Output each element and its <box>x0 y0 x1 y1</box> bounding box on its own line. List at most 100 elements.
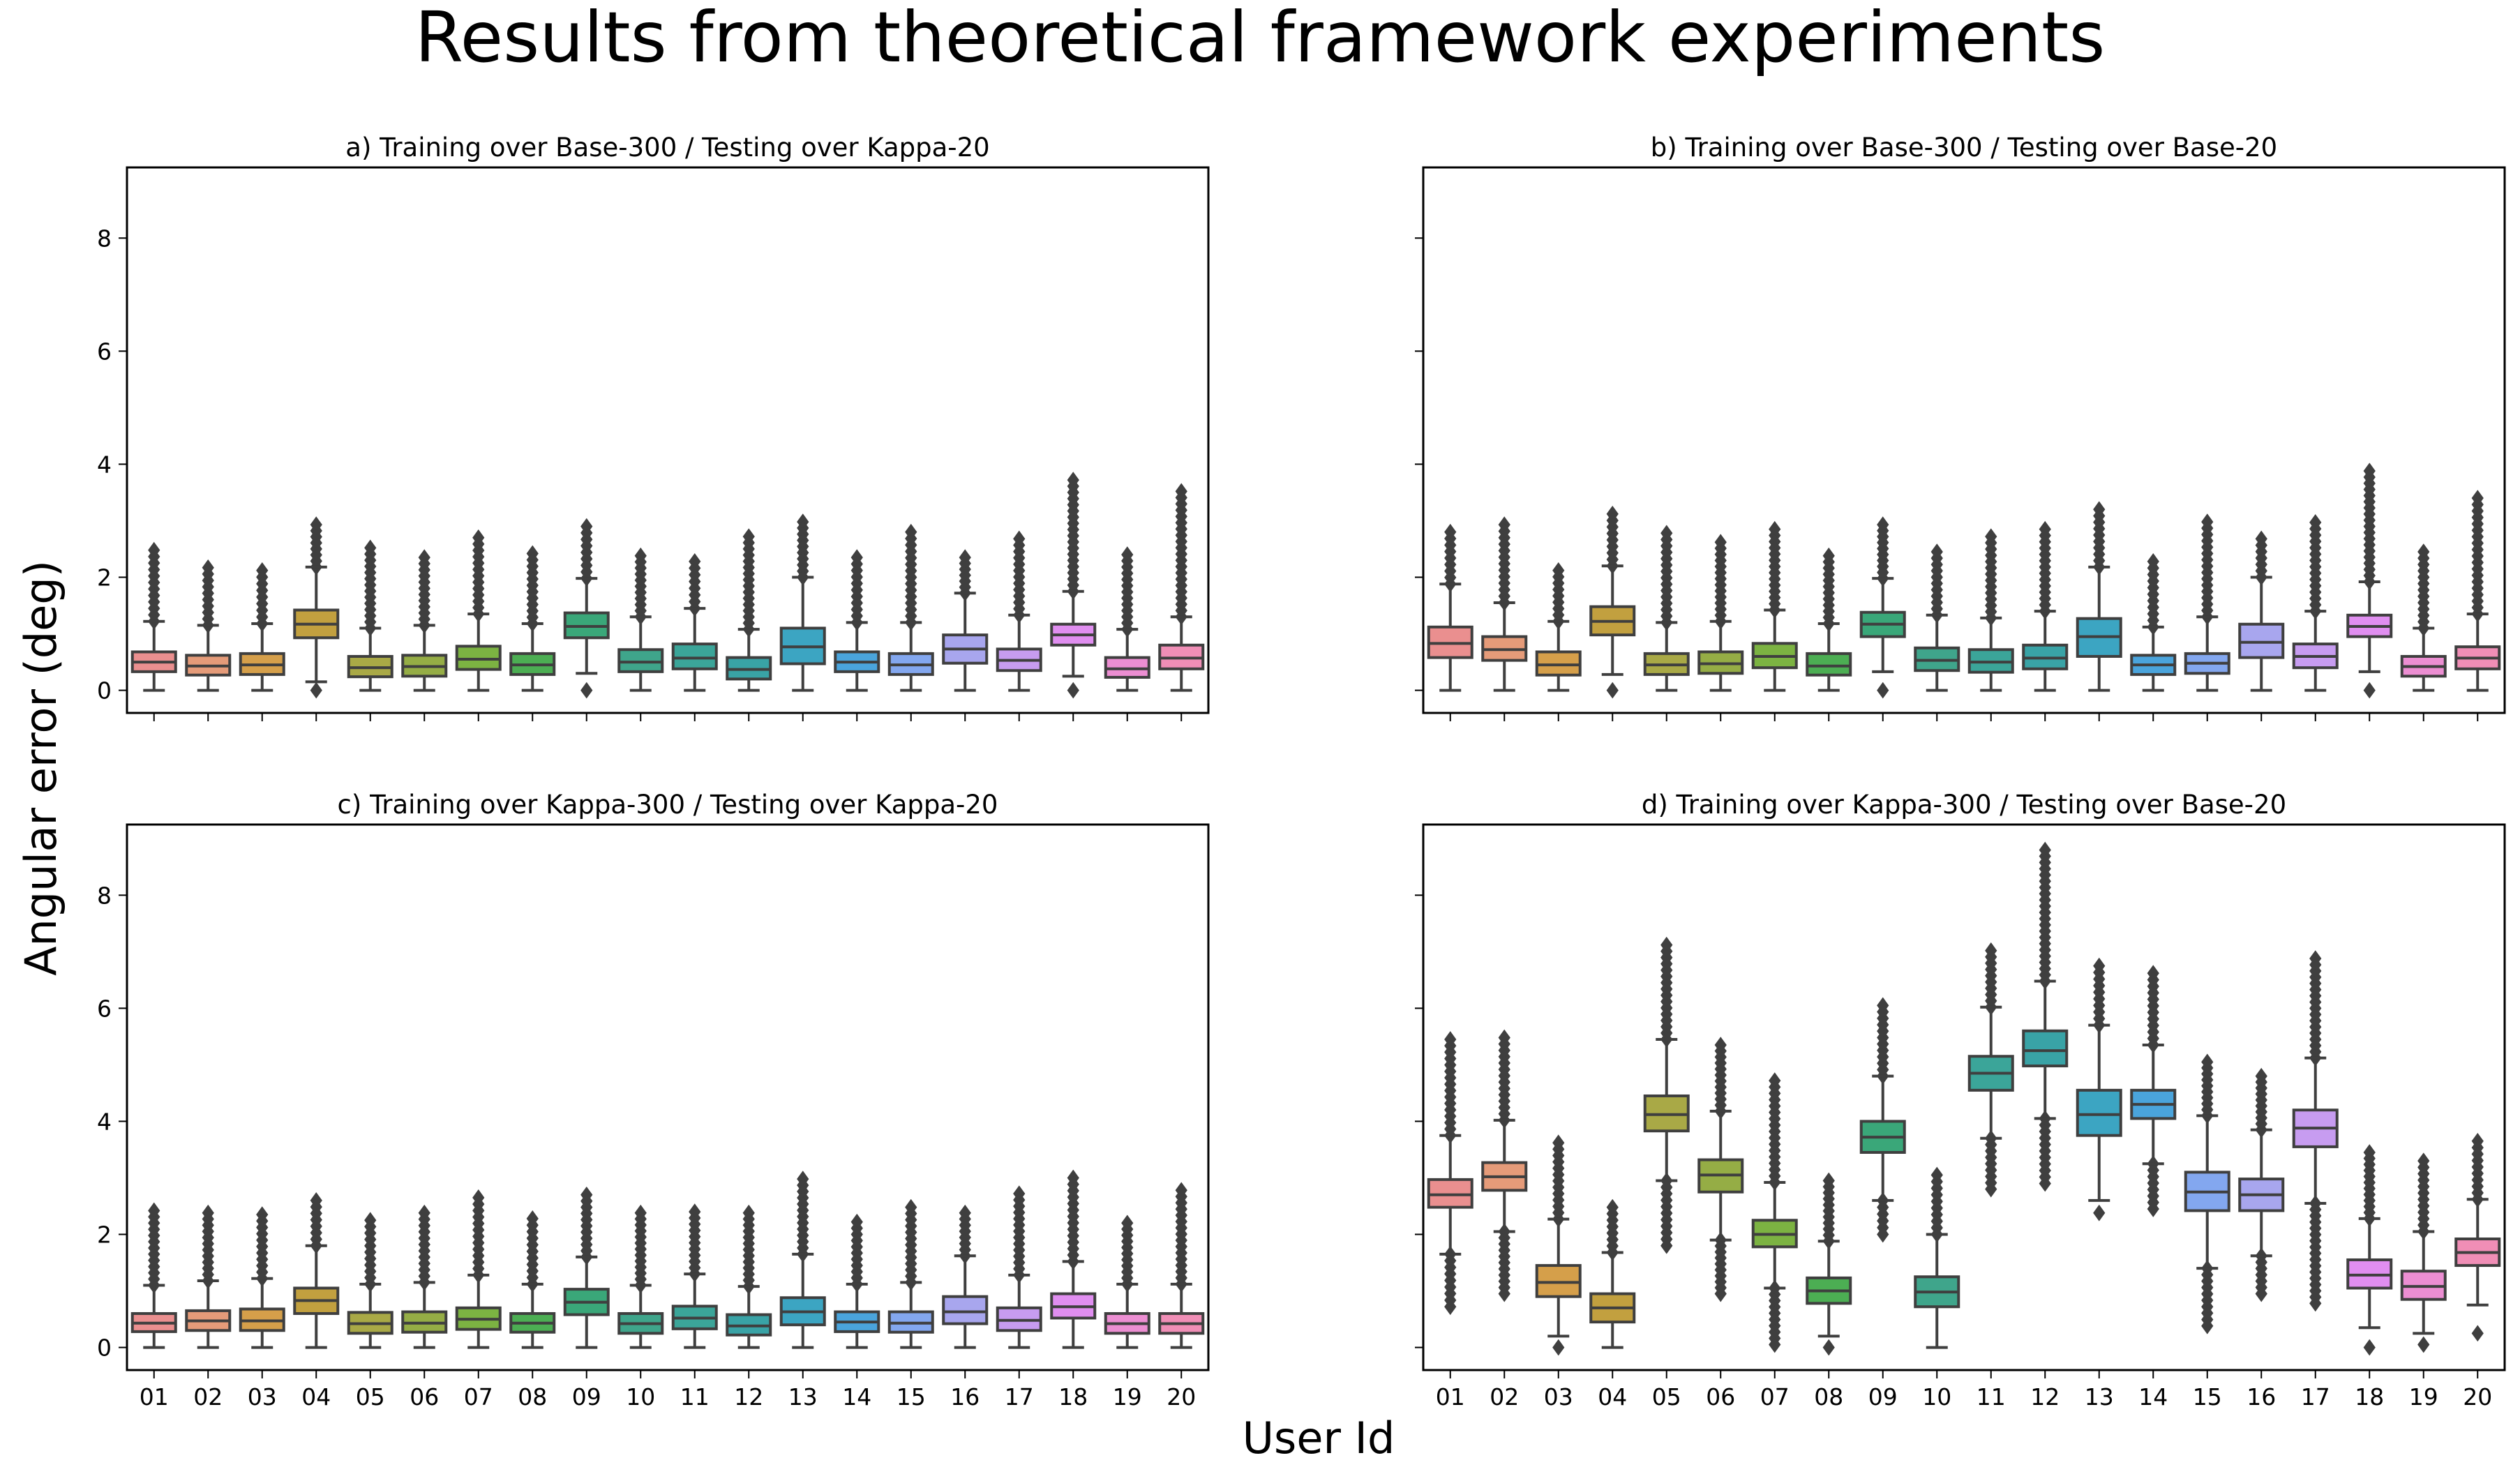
box-body <box>1535 1264 1582 1298</box>
box-17 <box>996 1185 1042 1349</box>
box-01 <box>1427 523 1473 692</box>
box-03 <box>1535 562 1582 692</box>
x-tick-label: 18 <box>2355 1383 2384 1411</box>
flier <box>2417 1336 2430 1353</box>
box-body <box>1806 652 1852 677</box>
subplot-title: d) Training over Kappa-300 / Testing ove… <box>1642 790 2286 820</box>
flier <box>2147 1201 2159 1217</box>
box-10 <box>1914 1166 1960 1349</box>
box-06 <box>401 1204 448 1349</box>
box-body <box>617 648 664 673</box>
box-18 <box>1050 472 1097 699</box>
box-19 <box>2400 1152 2447 1353</box>
box-18 <box>2346 1144 2393 1356</box>
y-tick-label: 4 <box>97 451 112 478</box>
x-tick-label: 03 <box>1544 1383 1573 1411</box>
box-08 <box>509 545 556 692</box>
x-tick-label: 13 <box>2085 1383 2114 1411</box>
flier <box>580 682 593 699</box>
x-tick-label: 14 <box>2138 1383 2168 1411</box>
box-11 <box>1967 528 2014 692</box>
box-body <box>1104 656 1150 679</box>
box-08 <box>509 1210 556 1349</box>
flier <box>1606 682 1619 699</box>
box-07 <box>455 1189 502 1349</box>
box-05 <box>1643 525 1690 692</box>
axes-frame <box>1422 823 2506 1371</box>
box-17 <box>996 530 1042 692</box>
x-tick-label: 05 <box>356 1383 385 1411</box>
y-tick-label: 4 <box>97 1108 112 1135</box>
box-06 <box>1697 1037 1744 1302</box>
box-14 <box>834 549 880 692</box>
box-18 <box>2346 462 2393 699</box>
box-16 <box>942 549 989 692</box>
y-tick-label: 8 <box>97 882 112 909</box>
subplot-d: d) Training over Kappa-300 / Testing ove… <box>1415 790 2506 1411</box>
flier <box>2093 1204 2106 1221</box>
box-05 <box>1643 936 1690 1254</box>
axes-frame <box>126 166 1210 714</box>
x-tick-label: 15 <box>2193 1383 2222 1411</box>
x-tick-label: 02 <box>1490 1383 1519 1411</box>
flier <box>1067 682 1079 699</box>
subplot-b: b) Training over Base-300 / Testing over… <box>1415 133 2506 721</box>
box-02 <box>1481 1029 1528 1302</box>
box-11 <box>671 552 718 692</box>
box-07 <box>1751 520 1798 692</box>
box-09 <box>1859 516 1906 699</box>
box-15 <box>2184 513 2230 692</box>
flier <box>1877 1226 1889 1243</box>
x-tick-label: 04 <box>1598 1383 1627 1411</box>
box-12 <box>726 528 772 692</box>
box-body <box>2076 1088 2122 1137</box>
x-tick-label: 09 <box>1868 1383 1898 1411</box>
flier <box>1660 1237 1673 1254</box>
flier <box>1444 1298 1457 1316</box>
x-tick-label: 01 <box>140 1383 169 1411</box>
box-01 <box>1427 1031 1473 1316</box>
x-tick-label: 10 <box>1922 1383 1951 1411</box>
y-tick-label: 6 <box>97 338 112 365</box>
box-01 <box>130 541 177 692</box>
x-tick-label: 11 <box>1977 1383 2006 1411</box>
box-02 <box>1481 516 1528 692</box>
y-axis-label: Angular error (deg) <box>15 560 66 976</box>
box-09 <box>563 1186 610 1349</box>
x-tick-label: 19 <box>1113 1383 1142 1411</box>
x-tick-label: 15 <box>897 1383 926 1411</box>
box-03 <box>239 1206 285 1349</box>
box-20 <box>2454 1132 2501 1342</box>
box-12 <box>2022 520 2069 692</box>
y-tick-label: 6 <box>97 995 112 1022</box>
flier <box>1498 1285 1510 1302</box>
box-03 <box>1535 1134 1582 1356</box>
box-14 <box>834 1213 880 1349</box>
subplot-title: b) Training over Base-300 / Testing over… <box>1651 133 2277 163</box>
box-16 <box>2238 1067 2285 1302</box>
box-04 <box>293 1192 340 1349</box>
box-15 <box>2184 1053 2230 1334</box>
box-07 <box>455 529 502 692</box>
box-body <box>2238 622 2285 659</box>
box-19 <box>1104 546 1150 692</box>
box-08 <box>1806 547 1852 692</box>
x-tick-label: 05 <box>1652 1383 1681 1411</box>
box-18 <box>1050 1169 1097 1349</box>
flier <box>2309 1295 2322 1312</box>
box-20 <box>1158 1182 1205 1349</box>
x-tick-label: 16 <box>2247 1383 2276 1411</box>
axes-frame <box>1422 166 2506 714</box>
flier <box>2255 1285 2267 1302</box>
x-tick-label: 12 <box>734 1383 763 1411</box>
figure-title: Results from theoretical framework exper… <box>415 0 2106 78</box>
y-tick-label: 2 <box>97 564 112 592</box>
box-12 <box>2022 841 2069 1192</box>
box-19 <box>2400 543 2447 692</box>
box-05 <box>347 539 393 692</box>
y-tick-label: 0 <box>97 1334 112 1362</box>
flier <box>1714 1285 1727 1302</box>
x-tick-label: 20 <box>2463 1383 2492 1411</box>
